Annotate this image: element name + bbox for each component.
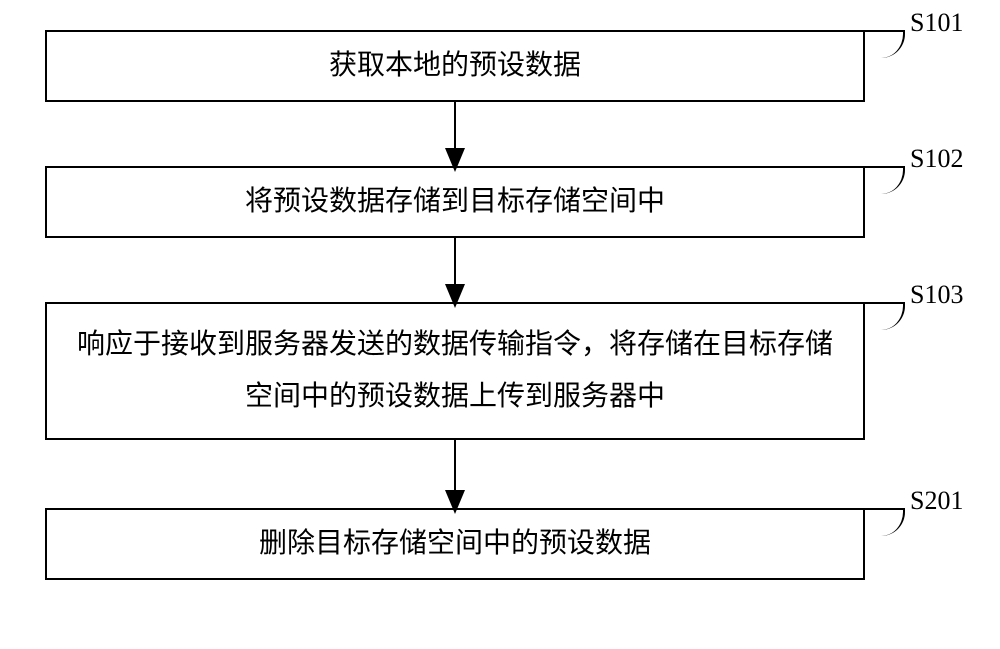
flow-node-text: 获取本地的预设数据 — [329, 40, 581, 92]
flow-node-text: 删除目标存储空间中的预设数据 — [259, 518, 651, 570]
label-connector — [865, 508, 905, 536]
flow-node-s201: 删除目标存储空间中的预设数据 — [45, 508, 865, 580]
flow-node-text: 响应于接收到服务器发送的数据传输指令，将存储在目标存储空间中的预设数据上传到服务… — [77, 319, 833, 423]
flow-label-s201: S201 — [910, 486, 963, 516]
label-connector — [865, 166, 905, 194]
flowchart-canvas: 获取本地的预设数据 S101 将预设数据存储到目标存储空间中 S102 响应于接… — [0, 0, 1000, 649]
flow-label-s103: S103 — [910, 280, 963, 310]
flow-node-text: 将预设数据存储到目标存储空间中 — [245, 176, 665, 228]
flow-label-s102: S102 — [910, 144, 963, 174]
flow-node-s102: 将预设数据存储到目标存储空间中 — [45, 166, 865, 238]
flow-node-s101: 获取本地的预设数据 — [45, 30, 865, 102]
label-connector — [865, 302, 905, 330]
flow-node-s103: 响应于接收到服务器发送的数据传输指令，将存储在目标存储空间中的预设数据上传到服务… — [45, 302, 865, 440]
label-connector — [865, 30, 905, 58]
flow-label-s101: S101 — [910, 8, 963, 38]
